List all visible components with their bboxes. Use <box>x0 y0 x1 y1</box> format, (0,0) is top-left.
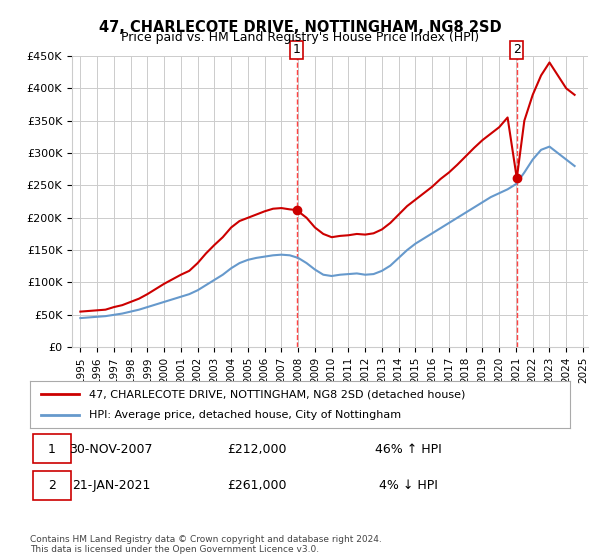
Text: 1: 1 <box>47 443 56 456</box>
Text: Price paid vs. HM Land Registry's House Price Index (HPI): Price paid vs. HM Land Registry's House … <box>121 31 479 44</box>
FancyBboxPatch shape <box>33 470 71 500</box>
Text: 21-JAN-2021: 21-JAN-2021 <box>72 479 150 492</box>
Text: 2: 2 <box>513 43 521 56</box>
Text: 47, CHARLECOTE DRIVE, NOTTINGHAM, NG8 2SD: 47, CHARLECOTE DRIVE, NOTTINGHAM, NG8 2S… <box>98 20 502 35</box>
Text: £261,000: £261,000 <box>227 479 287 492</box>
Text: 4% ↓ HPI: 4% ↓ HPI <box>379 479 437 492</box>
Text: 1: 1 <box>293 43 301 56</box>
Text: £212,000: £212,000 <box>227 443 287 456</box>
Text: 30-NOV-2007: 30-NOV-2007 <box>69 443 153 456</box>
Text: Contains HM Land Registry data © Crown copyright and database right 2024.
This d: Contains HM Land Registry data © Crown c… <box>30 535 382 554</box>
Text: HPI: Average price, detached house, City of Nottingham: HPI: Average price, detached house, City… <box>89 410 401 420</box>
FancyBboxPatch shape <box>33 434 71 463</box>
Text: 47, CHARLECOTE DRIVE, NOTTINGHAM, NG8 2SD (detached house): 47, CHARLECOTE DRIVE, NOTTINGHAM, NG8 2S… <box>89 389 466 399</box>
Text: 2: 2 <box>47 479 56 492</box>
Text: 46% ↑ HPI: 46% ↑ HPI <box>374 443 442 456</box>
